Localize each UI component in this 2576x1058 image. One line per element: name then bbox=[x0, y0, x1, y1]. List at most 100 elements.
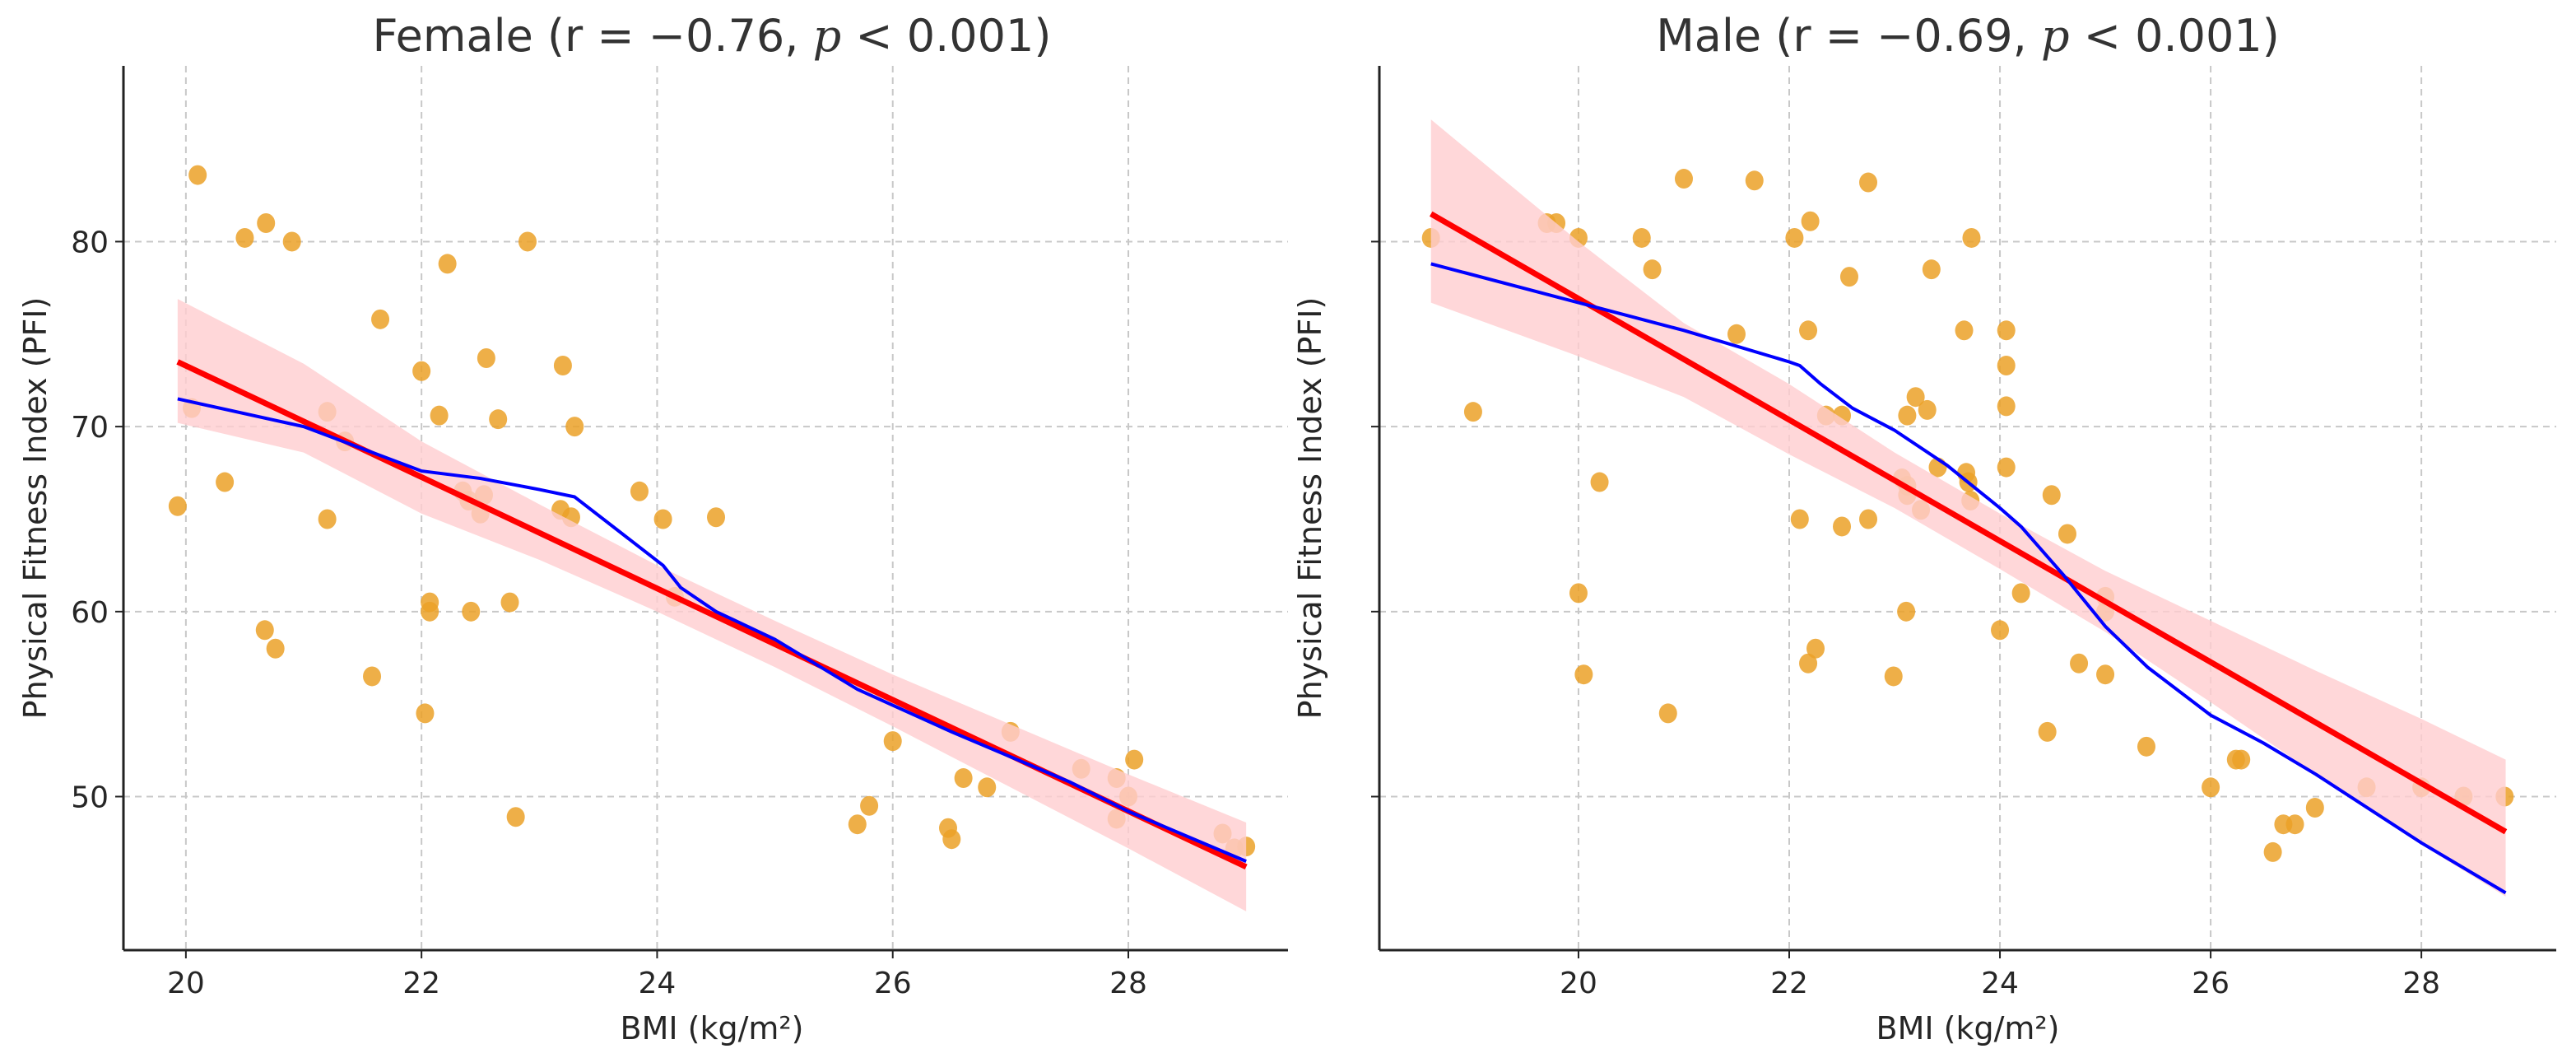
data-point bbox=[477, 348, 495, 369]
data-point bbox=[1745, 170, 1764, 191]
data-point bbox=[1574, 664, 1593, 685]
confidence-band bbox=[1430, 119, 2506, 897]
data-point bbox=[1991, 620, 2010, 641]
data-point bbox=[2070, 653, 2089, 673]
title-part: < 0.001) bbox=[841, 10, 1051, 62]
data-point bbox=[188, 165, 207, 185]
title-part: < 0.001) bbox=[2070, 10, 2280, 62]
data-point bbox=[430, 405, 449, 426]
data-point bbox=[883, 731, 902, 752]
data-point bbox=[1859, 172, 1878, 193]
data-point bbox=[860, 795, 879, 816]
regression-line bbox=[1429, 211, 2508, 835]
x-axis-label: BMI (kg/m²) bbox=[621, 1010, 804, 1046]
data-point bbox=[2232, 749, 2251, 770]
data-point bbox=[1922, 259, 1941, 280]
x-tick-label: 20 bbox=[1560, 967, 1597, 1000]
x-tick-label: 24 bbox=[639, 967, 677, 1000]
x-tick-label: 20 bbox=[167, 967, 205, 1000]
lowess-line bbox=[177, 397, 1247, 863]
x-tick-label: 22 bbox=[402, 967, 440, 1000]
data-point bbox=[2137, 736, 2155, 757]
x-tick-label: 22 bbox=[1770, 967, 1808, 1000]
data-point bbox=[1962, 227, 1981, 248]
data-point bbox=[1997, 320, 2016, 341]
data-point bbox=[266, 638, 285, 659]
x-tick-label: 28 bbox=[2402, 967, 2440, 1000]
data-point bbox=[2285, 814, 2304, 835]
data-point bbox=[1859, 509, 1878, 529]
data-point bbox=[489, 409, 508, 430]
data-point bbox=[1569, 583, 1588, 604]
data-point bbox=[1955, 320, 1974, 341]
data-point bbox=[1125, 749, 1144, 770]
y-axis-label: Physical Fitness Index (PFI) bbox=[17, 297, 53, 720]
title-part: p bbox=[813, 10, 842, 62]
data-point bbox=[2038, 721, 2057, 742]
data-point bbox=[848, 814, 867, 835]
data-point bbox=[1997, 457, 2016, 478]
data-point bbox=[1997, 396, 2016, 417]
data-point bbox=[1906, 387, 1925, 408]
data-point bbox=[1643, 259, 1662, 280]
data-point bbox=[1918, 399, 1937, 420]
data-point bbox=[978, 777, 997, 798]
data-point bbox=[1790, 509, 1809, 529]
data-point bbox=[318, 509, 337, 529]
data-point bbox=[630, 481, 649, 501]
data-point bbox=[653, 509, 672, 529]
data-point bbox=[2202, 777, 2220, 798]
x-tick-label: 26 bbox=[2192, 967, 2230, 1000]
data-point bbox=[462, 601, 481, 622]
data-point bbox=[942, 829, 961, 850]
x-tick-label: 28 bbox=[1109, 967, 1147, 1000]
data-point bbox=[1806, 638, 1825, 659]
data-point bbox=[235, 227, 254, 248]
data-point bbox=[1632, 227, 1651, 248]
data-point bbox=[363, 666, 382, 687]
data-point bbox=[412, 361, 431, 381]
data-point bbox=[2305, 797, 2324, 818]
data-point bbox=[2096, 664, 2115, 685]
data-point bbox=[565, 417, 584, 437]
data-point bbox=[257, 212, 276, 233]
data-point bbox=[282, 231, 301, 252]
data-point bbox=[1727, 324, 1746, 344]
data-point bbox=[1833, 516, 1852, 537]
data-point bbox=[1463, 402, 1482, 422]
data-point bbox=[216, 472, 235, 492]
data-point bbox=[2042, 485, 2061, 506]
y-axis-label: Physical Fitness Index (PFI) bbox=[1292, 297, 1328, 720]
data-point bbox=[1897, 601, 1916, 622]
data-point bbox=[2058, 524, 2076, 544]
x-tick-label: 24 bbox=[1981, 967, 2019, 1000]
data-point bbox=[506, 807, 525, 827]
x-tick-label: 26 bbox=[874, 967, 912, 1000]
data-point bbox=[1997, 355, 2016, 375]
data-point bbox=[1799, 320, 1818, 341]
data-point bbox=[1898, 405, 1917, 426]
data-point bbox=[1884, 666, 1903, 687]
data-point bbox=[421, 601, 439, 622]
data-point bbox=[1839, 267, 1858, 287]
data-point bbox=[416, 703, 435, 724]
data-point bbox=[438, 254, 457, 274]
data-point bbox=[1674, 169, 1693, 189]
data-point bbox=[1799, 653, 1818, 673]
confidence-band bbox=[177, 299, 1247, 911]
data-point bbox=[500, 592, 519, 613]
data-point bbox=[1785, 227, 1804, 248]
y-tick-label: 80 bbox=[71, 226, 109, 259]
female-chart: 20 22 24 26 28 50 60 70 80 BMI (kg/m²) Physical Fi… bbox=[17, 10, 1288, 1046]
data-point bbox=[518, 231, 537, 252]
y-tick-label: 50 bbox=[71, 781, 109, 815]
data-point bbox=[1590, 472, 1609, 492]
data-point bbox=[954, 768, 973, 789]
x-axis-label: BMI (kg/m²) bbox=[1876, 1010, 2060, 1046]
data-point bbox=[2263, 841, 2282, 862]
y-tick-label: 70 bbox=[71, 411, 109, 445]
data-point bbox=[553, 355, 572, 375]
data-point bbox=[1658, 703, 1677, 724]
male-chart: 20 22 24 26 28 BMI (kg/m²) Physical Fitness In… bbox=[1292, 10, 2556, 1046]
data-point bbox=[255, 620, 274, 641]
